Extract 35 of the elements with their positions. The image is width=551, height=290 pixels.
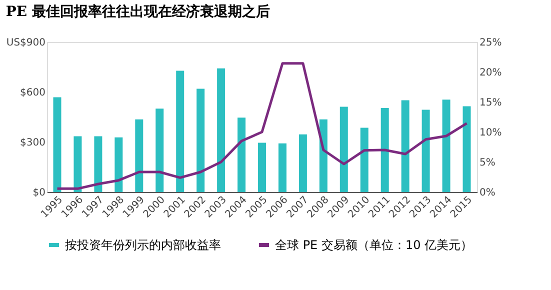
bar [319, 119, 328, 192]
bar [74, 136, 82, 192]
bar [380, 108, 389, 192]
bar [422, 110, 430, 192]
legend-label: 全球 PE 交易额（单位：10 亿美元） [275, 238, 473, 252]
chart-title: PE 最佳回报率往往出现在经济衰退期之后 [6, 3, 270, 20]
y2-tick-label: 15% [480, 98, 502, 108]
y-tick-label: US$900 [6, 38, 46, 48]
y2-tick-label: 0% [480, 188, 496, 198]
bar [114, 137, 123, 192]
y-tick-label: $300 [20, 138, 46, 148]
bar [238, 118, 246, 192]
bar [156, 108, 164, 192]
bar [340, 106, 348, 192]
bar [360, 128, 368, 192]
bar [258, 142, 266, 192]
bar [217, 68, 226, 192]
bar [278, 143, 286, 192]
y-tick-label: $600 [20, 88, 46, 98]
bar [298, 134, 307, 192]
bar [135, 119, 144, 192]
bar [94, 136, 102, 192]
y2-tick-label: 5% [480, 158, 496, 168]
y2-tick-label: 25% [480, 38, 502, 48]
bar [176, 70, 184, 192]
bar [53, 97, 62, 192]
y-tick-label: $0 [32, 188, 46, 198]
line-series [56, 62, 468, 190]
bar [462, 106, 471, 192]
bar [196, 88, 205, 192]
legend-label: 按投资年份列示的内部收益率 [65, 238, 221, 252]
bar [401, 100, 410, 192]
y2-tick-label: 20% [480, 68, 502, 78]
y2-tick-label: 10% [480, 128, 502, 138]
bar [442, 100, 450, 192]
